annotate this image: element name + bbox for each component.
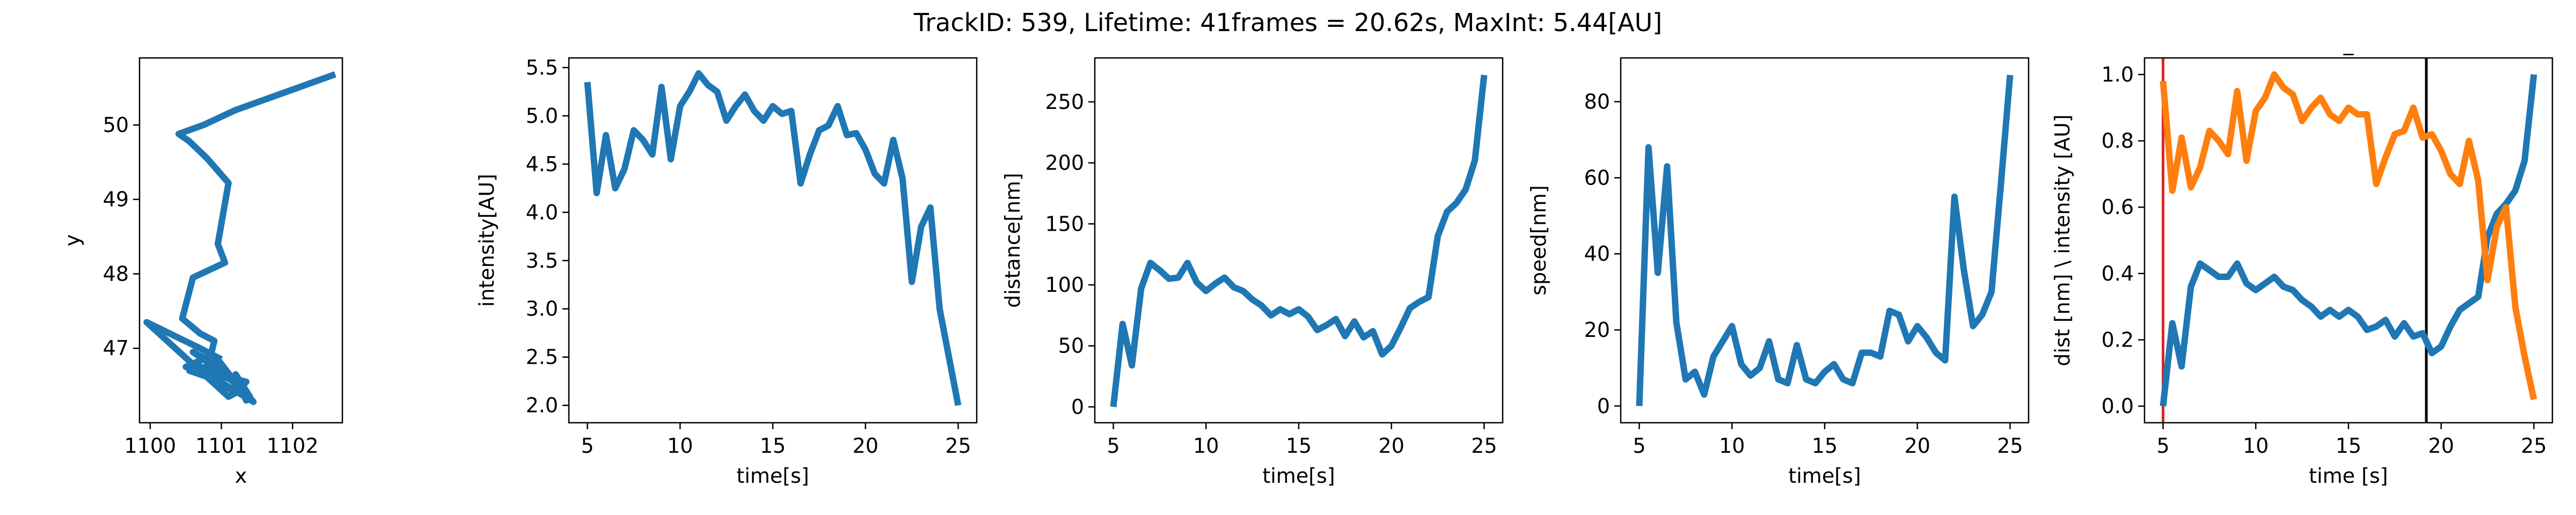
subplot-4-xtick-label-2: 10 (1719, 434, 1745, 458)
subplot-3: 5 10 15 20 25050100150200250time[s]distance[… (1001, 57, 1504, 488)
subplot-4-ytick-label-5: 80 (1584, 90, 1610, 114)
subplot-4: 5 10 15 20 25 0 20 40 60 80 time[s] speed[nm] (1527, 57, 2030, 488)
subplot-5-xlabel: time [s] (2309, 464, 2388, 488)
subplot-3-ytick-label-1: 0 (1071, 395, 1084, 418)
subplot-4-ytick-label-2: 20 (1584, 318, 1610, 342)
subplot-5-series-2 (2160, 71, 2537, 400)
subplot-2-xlabel: time[s] (736, 464, 809, 488)
subplot-2-ytick-label-1: 2.0 (526, 394, 558, 417)
subplot-4-xlabel: time[s] (1788, 464, 1861, 488)
subplot-3-xtick-label-1: 5 (1107, 434, 1119, 458)
subplot-4-series-1 (1636, 75, 2014, 407)
subplot-4-xtick-label-3: 15 (1812, 434, 1838, 458)
subplot-1-ytick-label-2: 48 (103, 262, 129, 285)
subplot-1-ylabel: y (61, 234, 84, 247)
subplot-2-ytick-label-5: 4.0 (526, 201, 558, 224)
subplot-1-frame (138, 57, 343, 424)
subplot-5-xtick-label-3: 15 (2336, 434, 2361, 458)
subplot-2-ytick-label-8: 5.5 (526, 56, 558, 79)
subplot-1-xtick-label-2: 1101 (195, 434, 247, 458)
subplot-4-xtick-label-4: 20 (1905, 434, 1930, 458)
subplot-2-ytick-label-3: 3.0 (526, 297, 558, 321)
subplot-2-ytick-label-6: 4.5 (526, 152, 558, 176)
subplot-2-series-1 (584, 70, 962, 406)
subplot-3-xtick-label-3: 15 (1286, 434, 1312, 458)
subplot-5-xtick-label-4: 20 (2428, 434, 2454, 458)
subplot-5-xtick-label-1: 5 (2156, 434, 2169, 458)
subplot-1-xtick-label-3: 1102 (267, 434, 319, 458)
subplot-2-ytick-label-2: 2.5 (526, 345, 558, 369)
subplot-1-ytick-label-4: 50 (103, 113, 129, 137)
subplot-2-xtick-label-5: 25 (945, 434, 971, 458)
subplot-4-xtick-label-1: 5 (1633, 434, 1645, 458)
subplot-1: 1100 1101 1102 47 48 49 50 x y (61, 57, 343, 488)
subplot-3-ytick-label-4: 150 (1045, 212, 1084, 236)
subplot-1-xlabel: x (235, 464, 247, 488)
subplot-1-xtick-label-1: 1100 (125, 434, 177, 458)
subplot-3-xtick-label-4: 20 (1379, 434, 1404, 458)
subplot-4-ytick-label-1: 0 (1597, 394, 1610, 418)
subplot-3-xlabel: time[s] (1262, 464, 1335, 488)
subplot-5-ytick-label-4: 0.6 (2102, 195, 2134, 219)
subplot-4-ylabel: speed[nm] (1527, 185, 1550, 296)
subplot-2-xtick-label-2: 10 (667, 434, 693, 458)
subplot-5-ytick-label-1: 0.0 (2102, 394, 2134, 418)
subplot-2-xtick-label-1: 5 (581, 434, 594, 458)
subplot-3-xtick-label-2: 10 (1193, 434, 1219, 458)
subplot-3-series-1 (1110, 75, 1488, 408)
subplot-5-ylabel: dist [nm] \ intensity [AU] (2051, 114, 2074, 366)
subplot-3-ylabel: distance[nm] (1001, 173, 1024, 308)
subplot-3-ytick-label-2: 50 (1058, 334, 1084, 358)
subplot-2-ytick-label-4: 3.5 (526, 249, 558, 273)
subplot-2-xtick-label-3: 15 (760, 434, 786, 458)
figure-suptitle: TrackID: 539, Lifetime: 41frames = 20.62… (913, 8, 1663, 37)
subplot-2: 5 10 15 20 25 2.0 2.5 3.0 3.5 4.0 4.5 5.0 5.5 time[s]… (475, 56, 978, 488)
subplot-5-ytick-label-3: 0.4 (2102, 262, 2134, 285)
subplot-1-series-1 (143, 71, 336, 406)
subplot-4-xtick-label-5: 25 (1997, 434, 2023, 458)
subplot-5-title: _ (2343, 32, 2354, 55)
subplot-1-ytick-label-1: 47 (103, 336, 129, 360)
subplot-3-ytick-label-3: 100 (1045, 273, 1084, 297)
subplot-5-ytick-label-6: 1.0 (2102, 63, 2134, 86)
subplot-4-ytick-label-4: 60 (1584, 166, 1610, 189)
subplot-5-ytick-label-2: 0.2 (2102, 328, 2134, 351)
subplot-3-ytick-label-6: 250 (1045, 90, 1084, 114)
subplot-5-series-1 (2160, 74, 2537, 407)
subplot-3-xtick-label-5: 25 (1471, 434, 1497, 458)
subplot-1-ytick-label-3: 49 (103, 188, 129, 211)
subplot-3-ytick-label-5: 200 (1045, 151, 1084, 175)
subplot-5: 5 10 15 20 25 0.0 0.2 0.4 0.6 0.8 1.0 time [s] dist … (2051, 32, 2553, 488)
subplot-5-xtick-label-2: 10 (2243, 434, 2268, 458)
subplot-2-ytick-label-7: 5.0 (526, 104, 558, 128)
subplot-4-ytick-label-3: 40 (1584, 242, 1610, 266)
subplot-2-xtick-label-4: 20 (853, 434, 879, 458)
subplot-5-ytick-label-5: 0.8 (2102, 129, 2134, 153)
subplot-5-xtick-label-5: 25 (2521, 434, 2546, 458)
subplot-2-ylabel: intensity[AU] (475, 174, 499, 307)
